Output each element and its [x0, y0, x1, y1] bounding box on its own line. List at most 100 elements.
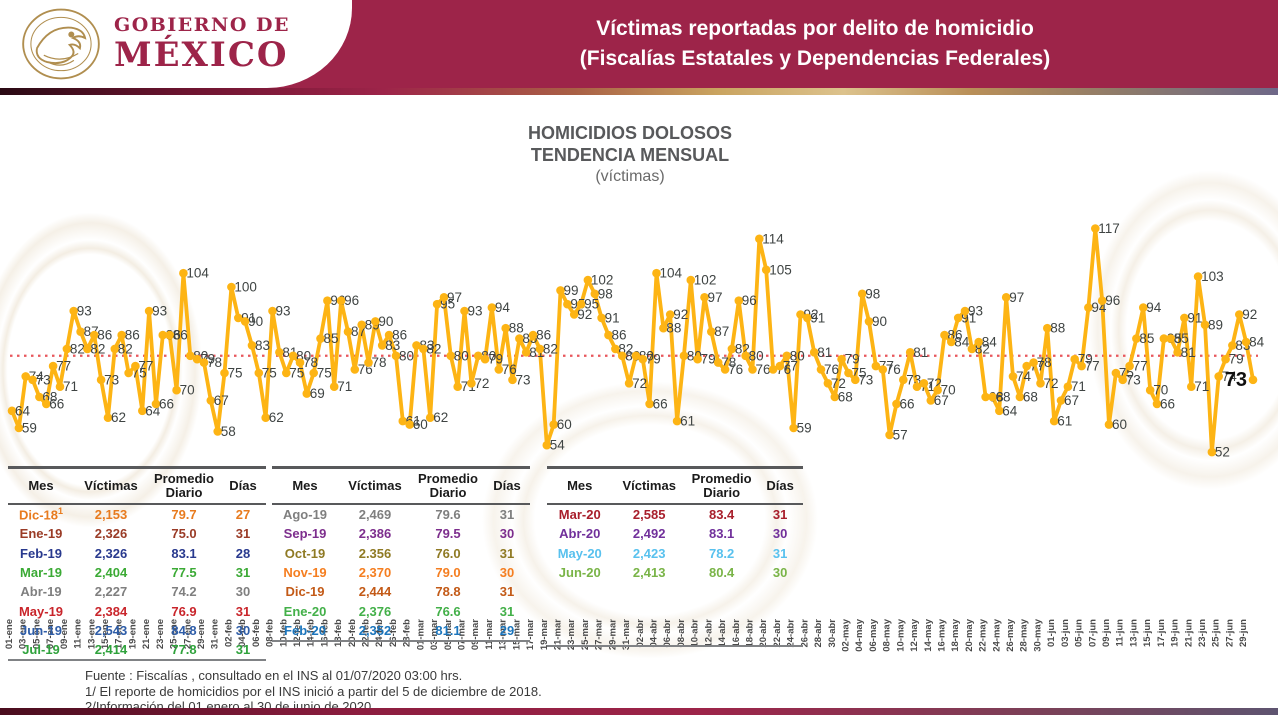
x-tick-label: 06-may	[868, 618, 879, 651]
x-tick-label: 09-mar	[470, 619, 481, 650]
x-tick-label: 05-ene	[31, 619, 42, 649]
x-tick-label: 27-ene	[182, 619, 193, 649]
data-point	[96, 375, 106, 385]
data-point	[343, 327, 353, 336]
column-header: Promedio Diario	[418, 471, 478, 500]
table-row: Jul-19 2,414 77.8 31	[8, 640, 266, 659]
data-point-label: 71	[337, 379, 352, 394]
days-cell: 27	[235, 507, 251, 523]
table-row: Mar-19 2,404 77.5 31	[8, 563, 266, 582]
data-point	[35, 392, 44, 402]
data-point	[885, 430, 894, 440]
x-tick-label: 30-may	[1033, 618, 1044, 651]
victims-cell: 2,492	[632, 526, 666, 542]
data-point-label: 76	[886, 362, 901, 377]
x-tick-label: 23-jun	[1197, 619, 1208, 647]
x-tick-label: 20-feb	[347, 619, 358, 647]
table-row: Abr-19 2,227 74.2 30	[8, 582, 266, 601]
data-point-label: 76	[756, 362, 771, 377]
monthly-table-2: Mes Víctimas Promedio Diario Días Ago-19 2,46…	[272, 466, 530, 643]
data-point-label: 93	[276, 304, 291, 319]
data-point	[1193, 272, 1203, 281]
x-tick-label: 12-may	[909, 618, 920, 651]
trend-line-chart: 6459747368667771829387828673628286757764…	[4, 221, 1265, 652]
data-point	[1221, 354, 1230, 364]
days-cell: 30	[235, 584, 251, 600]
victims-cell: 2,326	[94, 526, 128, 542]
data-point	[42, 399, 51, 409]
data-point-label: 72	[632, 376, 647, 391]
data-point	[755, 234, 764, 244]
data-point-label: 78	[303, 355, 318, 370]
data-point	[515, 334, 524, 343]
data-point-label: 61	[1057, 414, 1072, 429]
data-point-label: 73	[1126, 372, 1141, 387]
data-point	[103, 413, 113, 422]
data-point-label: 95	[584, 297, 599, 312]
data-point	[7, 406, 17, 416]
data-point-label: 91	[605, 310, 620, 325]
daily-average-cell: 79.6	[435, 507, 461, 523]
data-point-label: 75	[228, 366, 243, 381]
x-tick-label: 23-ene	[155, 619, 166, 649]
table-row: Feb-19 2,326 83.1 28	[8, 544, 266, 563]
x-tick-label: 02-may	[841, 618, 852, 651]
month-cell: Abr-20	[559, 526, 601, 542]
wordmark-line2: MÉXICO	[114, 35, 289, 75]
data-point-label: 82	[426, 341, 441, 356]
x-tick-label: 10-abr	[690, 619, 701, 648]
data-point	[665, 310, 675, 319]
data-point	[1118, 375, 1127, 385]
data-point-label: 77	[138, 359, 153, 374]
x-tick-label: 29-jun	[1238, 619, 1249, 647]
data-point-label: 104	[660, 266, 683, 281]
x-tick-label: 01-jun	[1046, 619, 1057, 647]
data-point	[144, 306, 154, 316]
data-point-label: 93	[152, 304, 167, 319]
x-tick-label: 15-jun	[1142, 619, 1153, 647]
data-point-label: 93	[77, 304, 92, 319]
days-cell: 30	[499, 526, 515, 542]
x-tick-label: 18-feb	[333, 619, 344, 647]
data-point	[1159, 334, 1169, 343]
data-point-label: 86	[97, 328, 112, 343]
data-point	[172, 385, 181, 395]
column-header: Víctimas	[84, 478, 138, 493]
column-header: Promedio Diario	[154, 471, 214, 500]
x-tick-label: 26-feb	[388, 619, 399, 647]
victims-cell: 2,376	[358, 603, 392, 619]
x-tick-label: 24-feb	[374, 619, 385, 647]
month-cell: Oct-19	[284, 545, 326, 561]
x-tick-label: 28-feb	[402, 619, 413, 647]
data-point-label: 102	[694, 273, 717, 288]
data-point	[542, 440, 552, 450]
data-point-label: 78	[1037, 355, 1052, 370]
x-tick-label: 13-jun	[1128, 619, 1139, 647]
table-row: May-20 2,423 78.2 31	[547, 544, 803, 563]
data-point	[28, 375, 37, 385]
data-point	[14, 423, 24, 433]
data-point	[508, 375, 517, 385]
data-point	[851, 375, 860, 385]
data-point-label: 60	[413, 417, 428, 432]
data-point	[1125, 361, 1134, 371]
x-tick-label: 05-mar	[443, 619, 454, 650]
data-point	[350, 365, 360, 374]
data-point	[967, 344, 977, 354]
source-line: Fuente : Fiscalías , consultado en el IN…	[85, 668, 463, 683]
data-point	[741, 351, 750, 361]
x-tick-label: 02-abr	[635, 619, 646, 648]
data-point-label: 94	[1146, 300, 1162, 315]
days-cell: 31	[235, 565, 251, 581]
x-tick-label: 22-feb	[361, 619, 372, 647]
data-point	[775, 361, 785, 371]
data-point-label: 91	[1187, 310, 1202, 325]
victims-cell: 2,423	[632, 545, 666, 561]
data-point	[1139, 303, 1148, 312]
x-tick-label: 03-jun	[1060, 619, 1071, 647]
data-point	[467, 379, 476, 388]
data-point	[501, 323, 511, 333]
data-point	[878, 365, 888, 374]
x-tick-label: 12-abr	[703, 619, 714, 648]
data-point-label: 79	[701, 352, 716, 367]
